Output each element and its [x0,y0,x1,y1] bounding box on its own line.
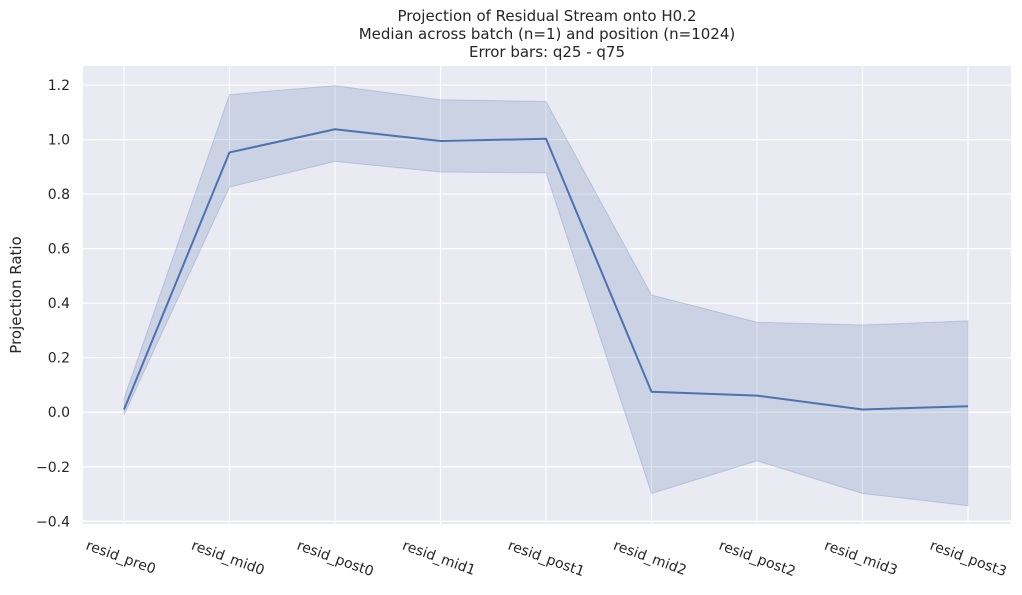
chart-title-line-2: Median across batch (n=1) and position (… [359,25,736,43]
y-tick-label: −0.4 [36,514,70,530]
y-tick-label: 0.2 [48,351,70,367]
y-tick-label: 0.6 [48,242,70,258]
x-tick-label: resid_mid2 [611,538,688,579]
y-tick-label: −0.2 [36,460,70,476]
x-tick-labels: resid_pre0 resid_mid0 resid_post0 resid_mid… [84,538,1009,580]
x-tick-label: resid_mid3 [822,538,899,579]
y-axis-label: Projection Ratio [7,236,25,353]
chart-title-line-3: Error bars: q25 - q75 [469,43,625,61]
y-tick-label: 1.0 [48,133,70,149]
x-tick-label: resid_post1 [506,538,587,580]
x-tick-label: resid_post2 [717,538,798,580]
x-tick-label: resid_mid1 [400,538,477,579]
y-tick-labels: −0.4 −0.2 0.0 0.2 0.4 0.6 0.8 1.0 1.2 [36,78,70,530]
x-tick-label: resid_pre0 [84,538,158,578]
y-tick-label: 0.4 [48,296,70,312]
x-tick-label: resid_post3 [928,538,1009,580]
chart-title-line-1: Projection of Residual Stream onto H0.2 [398,7,697,25]
interquartile-band [123,85,969,507]
y-tick-label: 0.8 [48,187,70,203]
grid-lines [83,66,1011,524]
y-tick-label: 1.2 [48,78,70,94]
median-line [123,128,969,411]
x-tick-label: resid_post0 [295,538,376,580]
x-tick-label: resid_mid0 [189,538,266,579]
y-tick-label: 0.0 [48,405,70,421]
